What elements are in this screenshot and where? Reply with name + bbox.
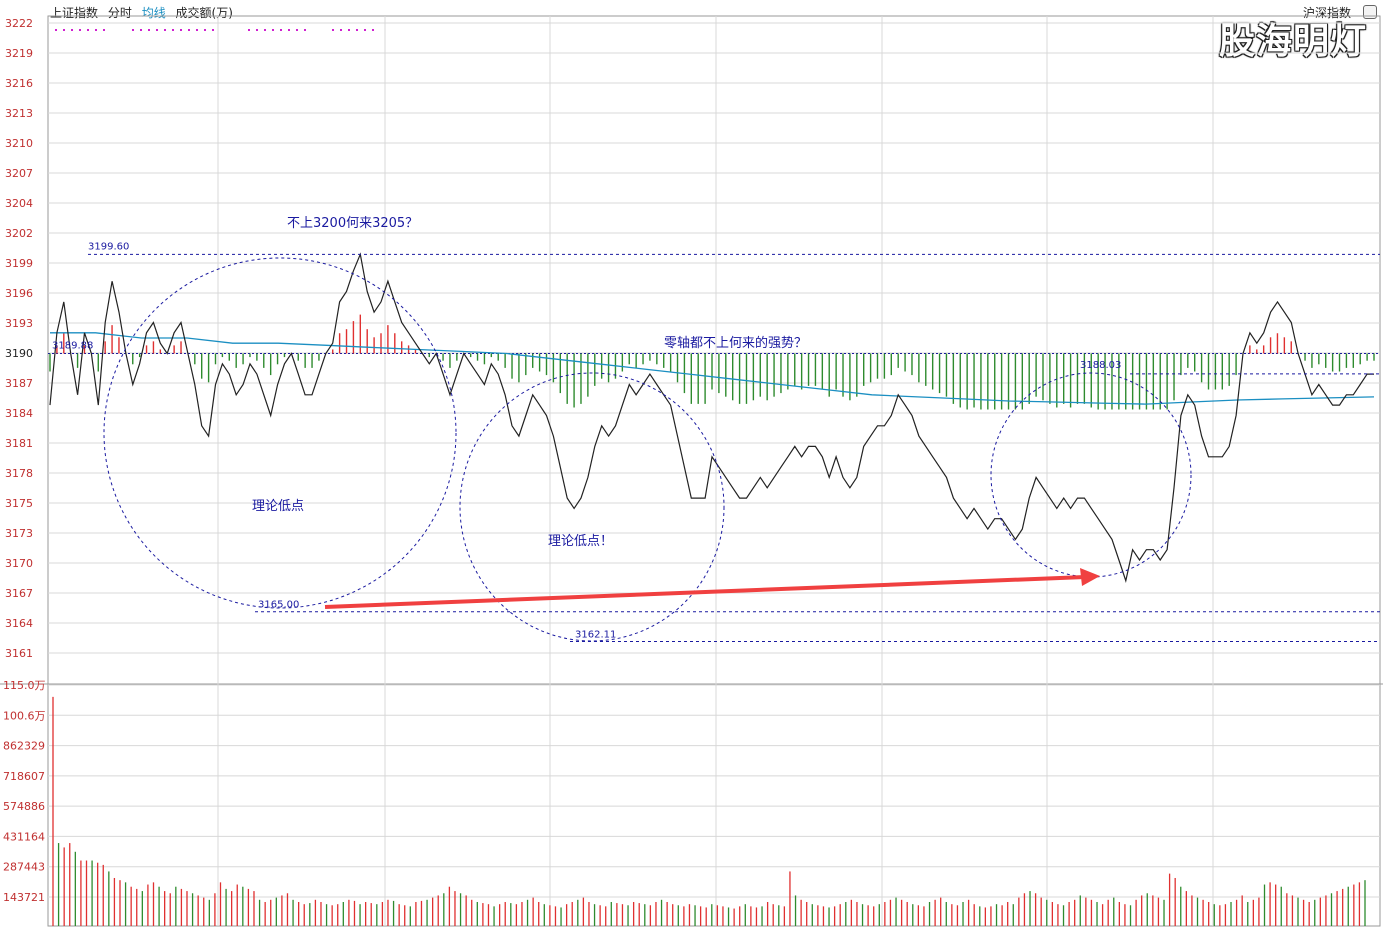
volume-tick-label: 287443 (3, 861, 45, 874)
low1-label: 3165.00 (258, 600, 299, 611)
y-tick-label: 3196 (5, 287, 33, 300)
volume-tick-label: 143721 (3, 891, 45, 904)
right-level-label: 3188.03 (1080, 360, 1121, 371)
volume-tick-label: 100.6万 (3, 709, 46, 722)
y-tick-label: 3181 (5, 437, 33, 450)
y-tick-label: 3202 (5, 227, 33, 240)
y-tick-label: 3173 (5, 527, 33, 540)
volume-tick-label: 718607 (3, 770, 45, 783)
annotation-circle2: 理论低点！ (548, 534, 613, 549)
y-tick-label: 3187 (5, 377, 33, 390)
volume-tick-label: 862329 (3, 740, 45, 753)
annotation-circle (103, 257, 457, 609)
y-tick-label: 3178 (5, 467, 33, 480)
y-tick-label: 3164 (5, 617, 33, 630)
y-tick-label: 3199 (5, 257, 33, 270)
y-tick-label: 3190 (5, 347, 33, 360)
watermark-logo: 股海明灯 (1218, 21, 1367, 62)
base-value-label: 3189.88 (52, 340, 93, 351)
y-tick-label: 3207 (5, 167, 33, 180)
annotation-circle1: 理论低点 (252, 499, 304, 514)
y-tick-label: 3184 (5, 407, 33, 420)
trend-arrow-head (1080, 568, 1100, 586)
avg-line (50, 332, 1375, 405)
volume-tick-label: 115.0万 (3, 679, 46, 692)
y-tick-label: 3219 (5, 47, 33, 60)
y-tick-label: 3170 (5, 557, 33, 570)
y-tick-label: 3161 (5, 647, 33, 660)
y-tick-label: 3216 (5, 77, 33, 90)
trend-arrow (324, 575, 1086, 609)
annotation-circle (459, 372, 725, 642)
y-tick-label: 3175 (5, 497, 33, 510)
y-tick-label: 3193 (5, 317, 33, 330)
annotation-mid: 零轴都不上何来的强势？ (664, 335, 807, 351)
chart-frame (47, 15, 1381, 927)
y-tick-label: 3210 (5, 137, 33, 150)
price-line (49, 252, 1374, 583)
y-tick-label: 3222 (5, 17, 33, 30)
y-tick-label: 3204 (5, 197, 33, 210)
volume-tick-label: 431164 (3, 830, 45, 843)
low2-label: 3162.11 (575, 630, 616, 641)
volume-tick-label: 574886 (3, 800, 45, 813)
y-tick-label: 3167 (5, 587, 33, 600)
high-value-label: 3199.60 (88, 241, 129, 252)
annotation-top: 不上3200何来3205？ (287, 215, 418, 231)
y-tick-label: 3213 (5, 107, 33, 120)
